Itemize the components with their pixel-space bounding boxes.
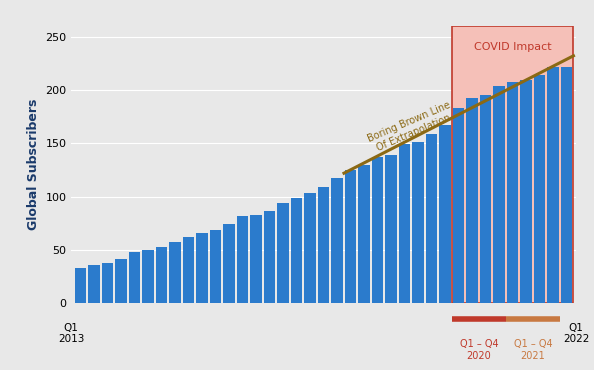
Bar: [453, 108, 465, 303]
Text: Boring Brown Line
Of Extrapolation: Boring Brown Line Of Extrapolation: [366, 100, 457, 155]
Bar: [520, 80, 532, 303]
Text: Q1
2013: Q1 2013: [58, 323, 84, 344]
Text: Q1 – Q4
2020: Q1 – Q4 2020: [460, 340, 498, 361]
Bar: [399, 144, 410, 303]
Bar: [480, 95, 491, 303]
Bar: [143, 250, 154, 303]
Bar: [318, 187, 330, 303]
Bar: [386, 155, 397, 303]
Bar: [359, 165, 370, 303]
Bar: [89, 265, 100, 303]
Bar: [197, 233, 208, 303]
Bar: [251, 215, 262, 303]
Bar: [75, 268, 87, 303]
Text: Q1 – Q4
2021: Q1 – Q4 2021: [514, 340, 552, 361]
Bar: [277, 203, 289, 303]
Bar: [102, 263, 113, 303]
Bar: [305, 192, 316, 303]
Bar: [534, 75, 545, 303]
Bar: [264, 211, 276, 303]
Bar: [345, 170, 356, 303]
Bar: [372, 157, 384, 303]
Bar: [210, 229, 222, 303]
Bar: [156, 247, 168, 303]
Bar: [452, 26, 573, 303]
Bar: [223, 223, 235, 303]
Bar: [494, 86, 505, 303]
Bar: [115, 259, 127, 303]
Bar: [440, 125, 451, 303]
Bar: [291, 198, 302, 303]
Bar: [548, 67, 559, 303]
Bar: [561, 67, 573, 303]
Bar: [507, 82, 519, 303]
Y-axis label: Global Subscribers: Global Subscribers: [27, 99, 40, 231]
Bar: [129, 252, 140, 303]
Bar: [412, 142, 424, 303]
Bar: [169, 242, 181, 303]
Bar: [466, 98, 478, 303]
Bar: [331, 178, 343, 303]
Text: COVID Impact: COVID Impact: [474, 42, 552, 52]
Bar: [426, 134, 437, 303]
Bar: [237, 216, 248, 303]
Bar: [183, 237, 194, 303]
Text: Q1
2022: Q1 2022: [563, 323, 589, 344]
